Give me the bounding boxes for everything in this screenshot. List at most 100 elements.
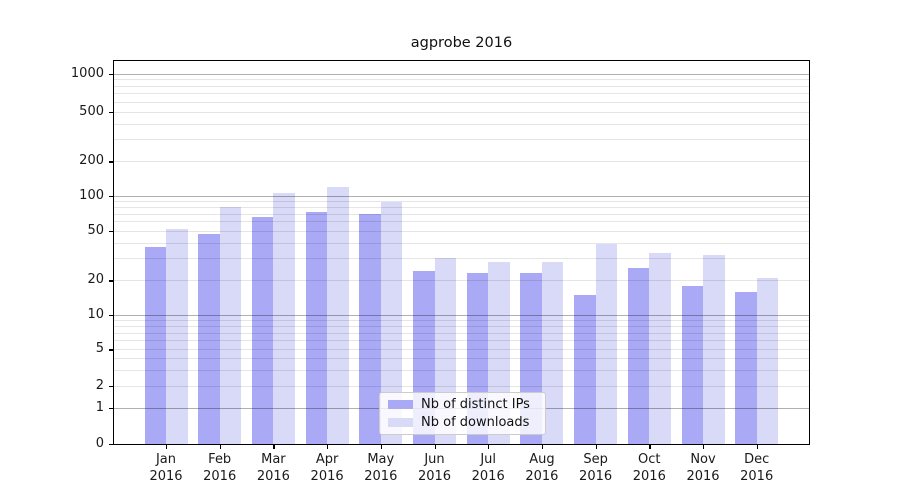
- x-tick-label: Sep 2016: [579, 452, 613, 485]
- x-tick-mark: [649, 445, 651, 449]
- x-tick-mark: [703, 445, 705, 449]
- y-tick-label: 1: [95, 400, 104, 416]
- y-tick-mark: [109, 386, 113, 388]
- y-tick-label: 100: [79, 187, 104, 203]
- x-tick-label: Feb 2016: [203, 452, 237, 485]
- y-tick-mark: [109, 195, 113, 197]
- y-tick-label: 1000: [70, 65, 104, 81]
- y-tick-mark: [109, 408, 113, 410]
- gridline-minor: [114, 123, 809, 125]
- bar-downloads-feb: [219, 206, 242, 444]
- x-tick-label: Aug 2016: [525, 452, 559, 485]
- bar-downloads-mar: [273, 193, 295, 444]
- x-tick-label: Jan 2016: [149, 452, 183, 485]
- x-tick-mark: [273, 445, 275, 449]
- legend-label-distinct-ips: Nb of distinct IPs: [421, 397, 530, 413]
- bar-distinct-ips-sep: [574, 294, 596, 444]
- gridline-minor: [114, 139, 809, 141]
- gridline-major: [114, 195, 809, 197]
- gridline-minor: [114, 213, 809, 215]
- y-tick-mark: [109, 111, 113, 114]
- gridline-minor: [114, 221, 809, 223]
- gridline-minor: [114, 358, 809, 360]
- gridline-minor: [114, 349, 809, 351]
- bar-distinct-ips-mar: [251, 217, 274, 444]
- x-tick-label: Jul 2016: [471, 452, 505, 485]
- y-tick-label: 20: [87, 272, 104, 288]
- gridline-minor: [114, 280, 809, 282]
- x-tick-mark: [380, 445, 383, 449]
- y-tick-mark: [109, 73, 113, 75]
- bar-downloads-nov: [703, 254, 725, 444]
- x-tick-mark: [595, 445, 597, 449]
- gridline-minor: [114, 320, 809, 322]
- y-tick-label: 200: [79, 153, 104, 169]
- legend-item-downloads: Nb of downloads: [388, 415, 537, 430]
- chart-title: agprobe 2016: [410, 35, 513, 51]
- plot-area: [113, 60, 810, 445]
- gridline-minor: [114, 111, 809, 113]
- bar-distinct-ips-jan: [144, 246, 166, 444]
- x-tick-mark: [166, 445, 168, 449]
- x-tick-label: Oct 2016: [632, 452, 666, 485]
- y-tick-label: 0: [95, 436, 104, 451]
- legend-item-distinct-ips: Nb of distinct IPs: [388, 397, 537, 412]
- gridline-minor: [114, 200, 809, 202]
- gridline-minor: [114, 79, 809, 81]
- bar-distinct-ips-nov: [681, 285, 703, 444]
- gridline-minor: [114, 340, 809, 342]
- y-tick-mark: [109, 349, 113, 351]
- x-tick-label: May 2016: [364, 452, 398, 485]
- x-tick-label: Mar 2016: [256, 452, 290, 485]
- y-tick-mark: [109, 230, 113, 232]
- x-tick-mark: [541, 445, 544, 449]
- gridline-minor: [114, 242, 809, 244]
- gridline-minor: [114, 325, 809, 327]
- legend-swatch-distinct-ips: [388, 400, 413, 410]
- gridline-minor: [114, 332, 809, 334]
- bar-distinct-ips-may: [359, 213, 381, 444]
- x-tick-label: Nov 2016: [686, 452, 720, 485]
- y-tick-mark: [109, 314, 113, 317]
- x-tick-mark: [434, 445, 436, 449]
- y-tick-mark: [109, 161, 113, 163]
- bar-distinct-ips-feb: [198, 233, 220, 444]
- gridline-minor: [114, 386, 809, 388]
- y-tick-label: 2: [95, 378, 104, 394]
- y-tick-label: 5: [95, 341, 104, 357]
- bar-distinct-ips-dec: [735, 291, 757, 444]
- x-tick-label: Jun 2016: [417, 452, 452, 485]
- bar-downloads-dec: [756, 277, 779, 444]
- y-tick-label: 500: [79, 103, 104, 119]
- legend: Nb of distinct IPs Nb of downloads: [379, 392, 546, 435]
- y-tick-label: 50: [87, 222, 104, 238]
- bar-downloads-oct: [649, 253, 671, 444]
- legend-label-downloads: Nb of downloads: [421, 414, 530, 430]
- y-tick-mark: [109, 444, 113, 446]
- gridline-minor: [114, 85, 809, 87]
- bar-downloads-may: [380, 202, 403, 444]
- gridline-minor: [114, 93, 809, 95]
- y-tick-mark: [109, 280, 113, 282]
- gridline-minor: [114, 230, 809, 232]
- gridline-minor: [114, 206, 809, 208]
- bar-downloads-sep: [595, 244, 618, 444]
- bar-distinct-ips-oct: [627, 268, 650, 444]
- gridline-major: [114, 73, 809, 75]
- y-tick-label: 10: [87, 306, 104, 322]
- x-tick-mark: [327, 445, 329, 449]
- bar-downloads-apr: [327, 186, 349, 444]
- bar-downloads-aug: [541, 262, 564, 444]
- gridline-major: [114, 314, 809, 316]
- x-tick-label: Apr 2016: [310, 452, 344, 485]
- gridline-minor: [114, 101, 809, 103]
- x-tick-mark: [488, 445, 490, 449]
- bar-downloads-jan: [166, 228, 188, 444]
- legend-swatch-downloads: [388, 417, 413, 427]
- x-tick-mark: [219, 445, 221, 449]
- x-tick-mark: [756, 445, 758, 449]
- gridline-minor: [114, 369, 809, 371]
- x-tick-label: Dec 2016: [740, 452, 774, 485]
- gridline-minor: [114, 258, 809, 260]
